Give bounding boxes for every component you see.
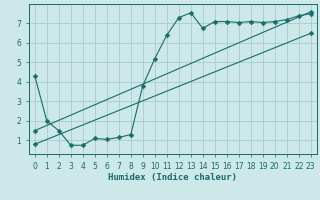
X-axis label: Humidex (Indice chaleur): Humidex (Indice chaleur) bbox=[108, 173, 237, 182]
